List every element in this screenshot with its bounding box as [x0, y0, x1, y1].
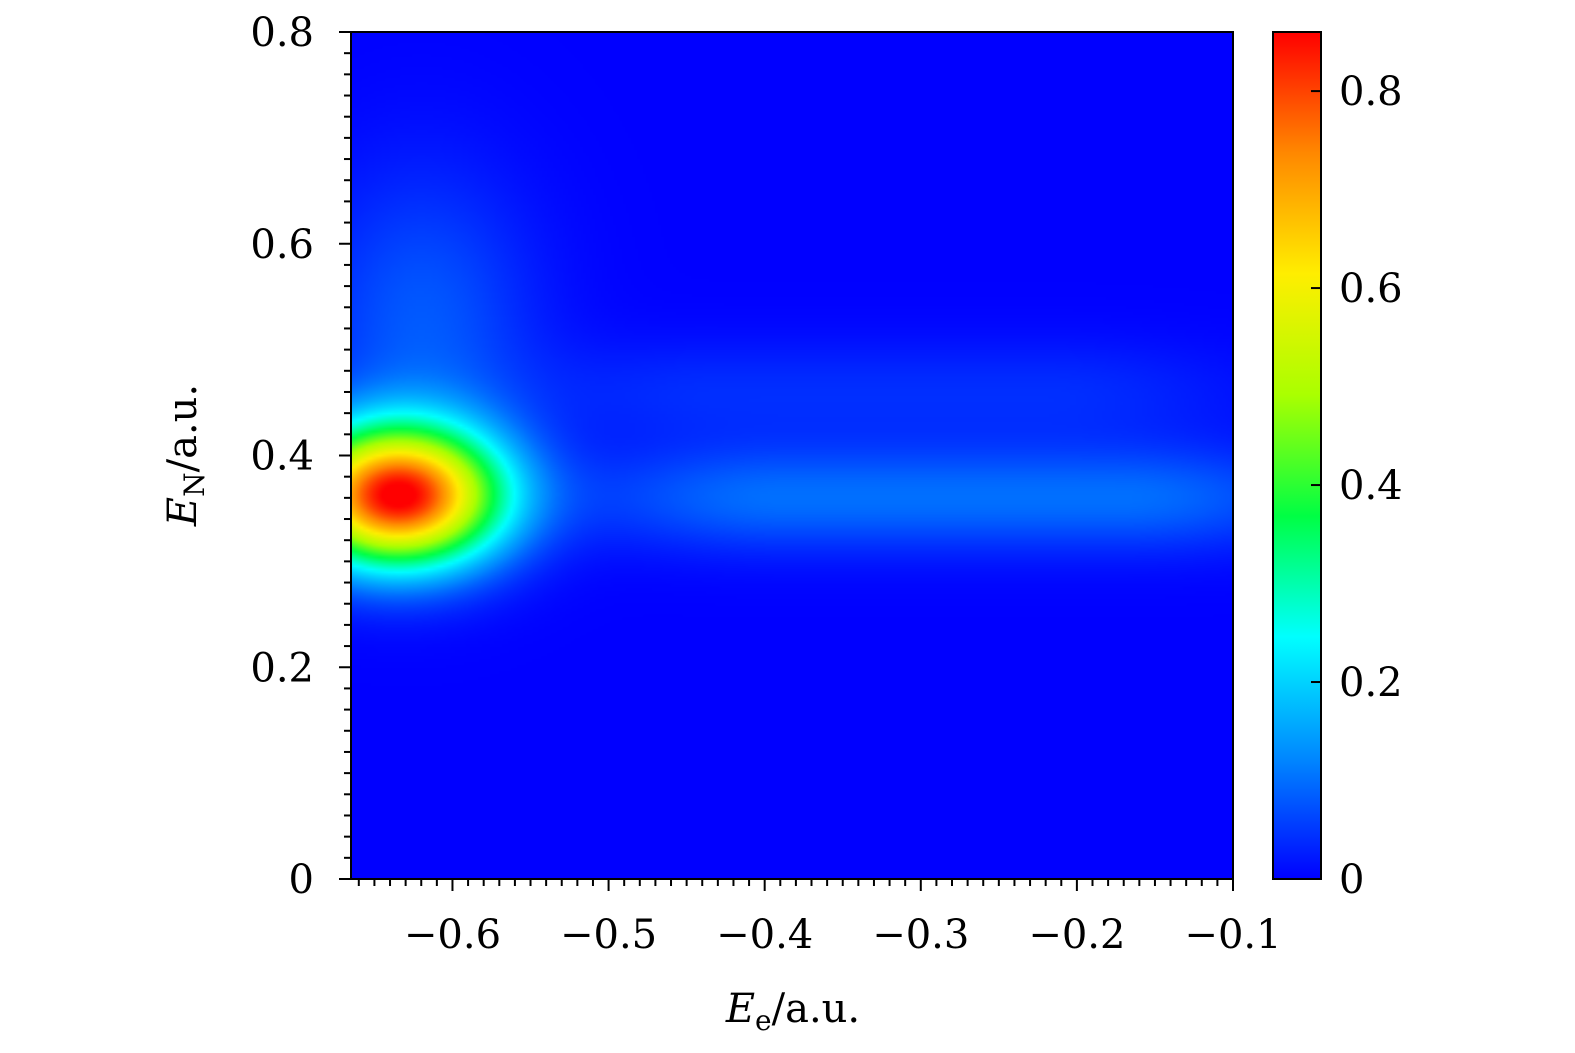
y-tick-label: 0.2	[250, 645, 314, 691]
x-axis: −0.6 −0.5 −0.4 −0.3 −0.2 −0.1	[357, 879, 1282, 958]
colorbar-tick-label: 0.8	[1339, 69, 1403, 115]
y-tick-label: 0.4	[250, 434, 314, 480]
colorbar: 0 0.2 0.4 0.6 0.8	[1272, 31, 1403, 903]
x-tick-label: −0.6	[404, 912, 501, 958]
x-tick-label: −0.4	[716, 912, 813, 958]
colorbar-tick-label: 0.6	[1339, 266, 1403, 312]
x-axis-title: Ee/a.u.	[725, 986, 860, 1037]
colorbar-tick-label: 0	[1339, 857, 1364, 903]
x-tick-label: −0.2	[1028, 912, 1125, 958]
y-axis-title: EN/a.u.	[160, 384, 211, 527]
x-tick-label: −0.1	[1184, 912, 1281, 958]
x-tick-label: −0.3	[872, 912, 969, 958]
heatmap-image	[351, 32, 1233, 879]
y-tick-label: 0.6	[250, 222, 314, 268]
x-tick-label: −0.5	[560, 912, 657, 958]
y-tick-label: 0.8	[250, 10, 314, 56]
y-tick-label: 0	[289, 857, 314, 903]
colorbar-tick-label: 0.2	[1339, 660, 1403, 706]
colorbar-tick-label: 0.4	[1339, 463, 1403, 509]
colorbar-bar	[1272, 31, 1322, 880]
heatmap-field	[351, 32, 1233, 879]
y-axis: 0 0.2 0.4 0.6 0.8	[250, 10, 351, 903]
